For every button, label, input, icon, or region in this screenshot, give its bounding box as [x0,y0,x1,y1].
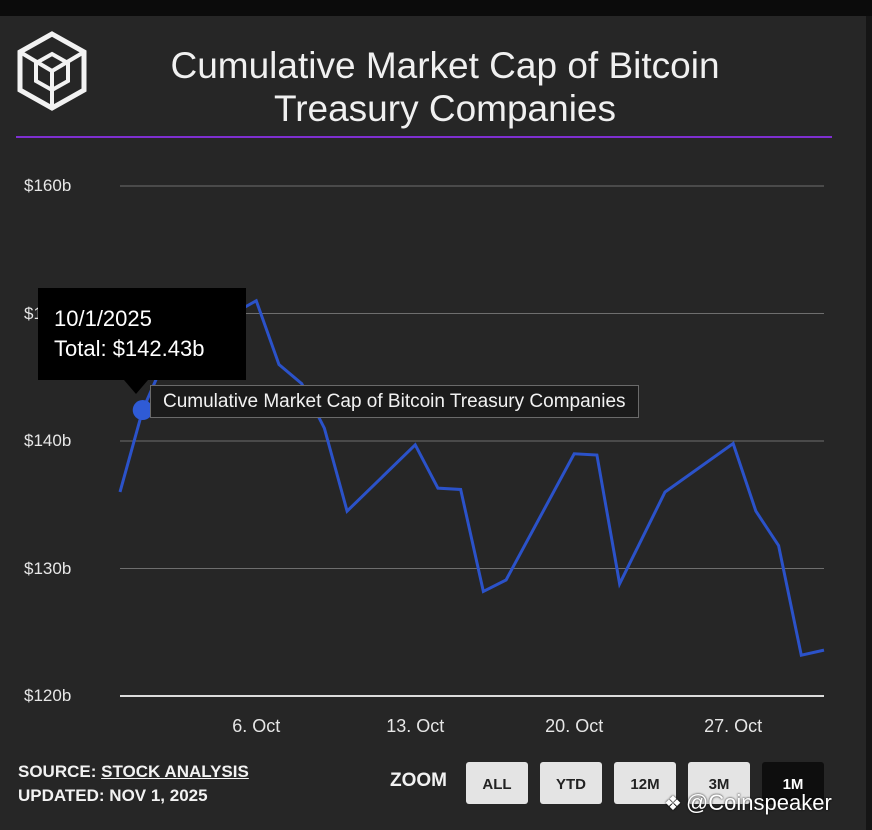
coinspeaker-logo-icon: ❖ [664,793,682,815]
source-block: SOURCE: STOCK ANALYSIS UPDATED: NOV 1, 2… [18,760,249,808]
y-tick-label: $120b [24,686,72,705]
data-point[interactable] [345,509,349,513]
data-point[interactable] [595,453,599,457]
data-point[interactable] [754,509,758,513]
data-point[interactable] [777,544,781,548]
data-point[interactable] [118,490,122,494]
tooltip-total: Total: $142.43b [54,336,205,361]
data-point[interactable] [459,487,463,491]
data-point[interactable] [504,578,508,582]
series-name-tooltip: Cumulative Market Cap of Bitcoin Treasur… [150,385,639,418]
watermark-text: @Coinspeaker [685,790,832,815]
data-point[interactable] [663,490,667,494]
tooltip-arrow [124,380,148,394]
data-point[interactable] [618,582,622,586]
y-tick-label: $130b [24,558,72,578]
data-point[interactable] [799,653,803,657]
source-line: SOURCE: STOCK ANALYSIS [18,760,249,784]
x-tick-label: 20. Oct [545,716,604,736]
data-point[interactable] [277,363,281,367]
zoom-1m-button[interactable]: 1M [762,762,824,804]
data-point[interactable] [481,589,485,593]
hover-tooltip: 10/1/2025 Total: $142.43b [38,288,246,380]
data-point[interactable] [436,486,440,490]
data-point[interactable] [413,443,417,447]
source-link[interactable]: STOCK ANALYSIS [101,762,249,781]
data-point[interactable] [254,299,258,303]
x-tick-label: 6. Oct [232,716,281,736]
chart-title: Cumulative Market Cap of Bitcoin Treasur… [170,45,720,129]
zoom-3m-button[interactable]: 3M [688,762,750,804]
top-bar [0,0,872,16]
hovered-data-point[interactable] [132,400,153,421]
series-points [118,299,826,657]
data-point[interactable] [572,452,576,456]
cube-logo-icon [17,31,87,111]
y-tick-label: $140b [24,431,72,450]
x-tick-label: 13. Oct [386,716,445,736]
updated-line: UPDATED: NOV 1, 2025 [18,786,208,805]
zoom-ytd-button[interactable]: YTD [540,762,602,804]
title-divider [16,136,832,138]
source-label: SOURCE: [18,762,97,781]
zoom-label: ZOOM [390,770,447,791]
data-point[interactable] [731,442,735,446]
zoom-all-button[interactable]: ALL [466,762,528,804]
data-point[interactable] [822,648,826,652]
x-tick-label: 27. Oct [704,716,763,736]
tooltip-date: 10/1/2025 [54,306,152,331]
data-point[interactable] [322,426,326,430]
gridlines [120,185,824,697]
zoom-12m-button[interactable]: 12M [614,762,676,804]
chart-panel [0,16,866,830]
y-tick-label: $160b [24,176,72,195]
watermark: ❖ @Coinspeaker [664,790,832,816]
